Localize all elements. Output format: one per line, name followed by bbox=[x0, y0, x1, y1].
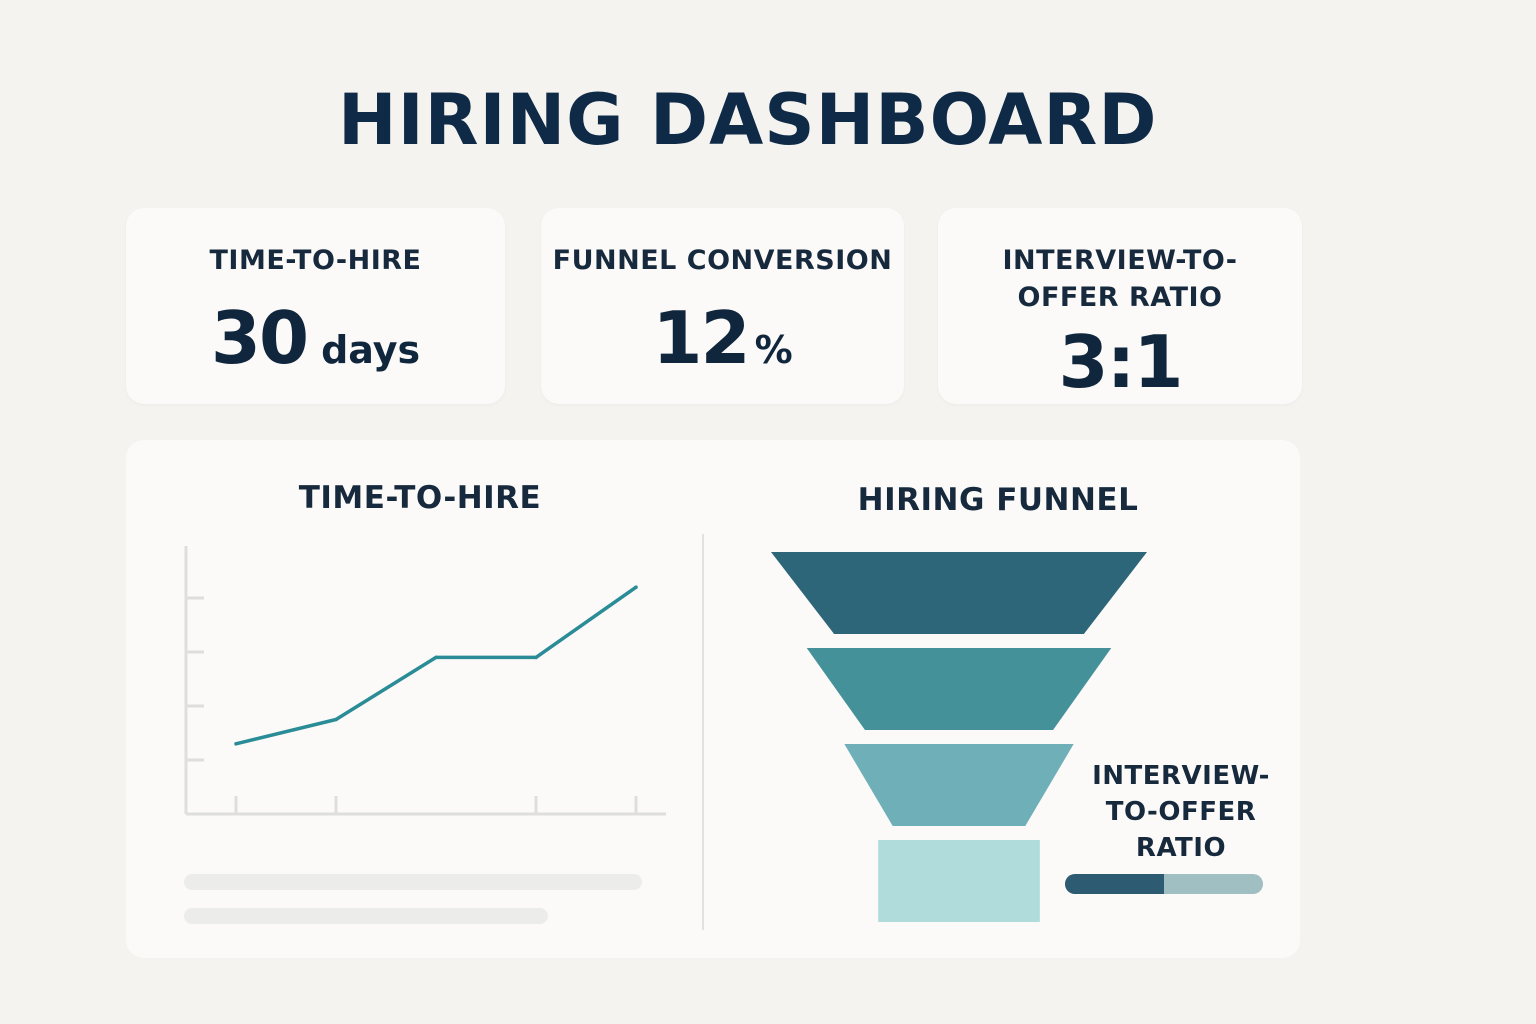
kpi-card-interview-to-offer: INTERVIEW-TO-OFFER RATIO 3:1 bbox=[938, 208, 1302, 404]
placeholder-bar-1 bbox=[184, 874, 642, 890]
kpi-number-interview-to-offer: 3:1 bbox=[1058, 320, 1184, 404]
kpi-unit-time-to-hire: days bbox=[321, 328, 421, 372]
funnel-stage-4 bbox=[878, 840, 1040, 922]
time-to-hire-chart-title: TIME-TO-HIRE bbox=[298, 480, 542, 516]
kpi-card-funnel-conversion: FUNNEL CONVERSION 12% bbox=[541, 208, 904, 404]
kpi-unit-funnel-conversion: % bbox=[754, 328, 793, 372]
placeholder-bar-2 bbox=[184, 908, 548, 924]
hiring-funnel-title: HIRING FUNNEL bbox=[857, 482, 1139, 518]
charts-panel: TIME-TO-HIRE HIRING FUNNEL INTERVIEW-TO-… bbox=[126, 440, 1300, 958]
kpi-value-time-to-hire: 30 days bbox=[126, 296, 505, 380]
panel-divider bbox=[702, 534, 704, 930]
funnel-stage-1 bbox=[771, 552, 1147, 634]
page-title: HIRING DASHBOARD bbox=[338, 79, 1158, 161]
line-point-4 bbox=[534, 655, 538, 660]
time-to-hire-series-line bbox=[235, 585, 638, 746]
kpi-value-funnel-conversion: 12% bbox=[541, 296, 904, 380]
line-point-1 bbox=[234, 742, 238, 746]
line-point-2 bbox=[334, 717, 338, 722]
time-to-hire-line-chart bbox=[184, 546, 666, 816]
funnel-stage-2 bbox=[806, 648, 1112, 730]
line-point-3 bbox=[434, 655, 438, 660]
ratio-label: INTERVIEW-TO-OFFER RATIO bbox=[1092, 761, 1270, 863]
kpi-label-funnel-conversion: FUNNEL CONVERSION bbox=[552, 245, 893, 276]
kpi-number-funnel-conversion: 12 bbox=[652, 296, 750, 380]
funnel-stage-3 bbox=[844, 744, 1074, 826]
kpi-value-interview-to-offer: 3:1 bbox=[938, 320, 1302, 404]
line-point-5 bbox=[634, 585, 638, 589]
kpi-label-interview-to-offer: INTERVIEW-TO-OFFER RATIO bbox=[1002, 245, 1238, 313]
kpi-number-time-to-hire: 30 bbox=[210, 296, 309, 380]
kpi-card-time-to-hire: TIME-TO-HIRE 30 days bbox=[126, 208, 505, 404]
ratio-bar-fill bbox=[1065, 874, 1164, 894]
hiring-funnel-chart bbox=[771, 552, 1147, 922]
kpi-label-time-to-hire: TIME-TO-HIRE bbox=[209, 245, 422, 276]
ratio-bar-track bbox=[1065, 874, 1263, 894]
